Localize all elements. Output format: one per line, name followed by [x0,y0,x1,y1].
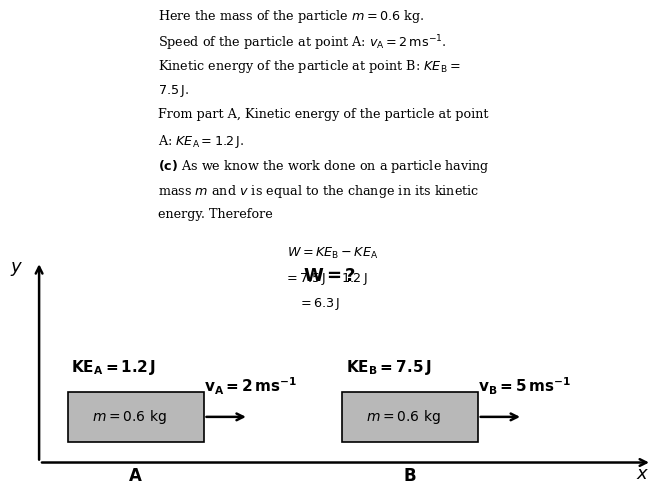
Text: Speed of the particle at point A: $v_{\mathrm{A}} = 2\,\mathrm{ms}^{-1}$.: Speed of the particle at point A: $v_{\m… [158,33,446,53]
Bar [68,392,203,442]
Text: Here the mass of the particle $m = 0.6$ kg.: Here the mass of the particle $m = 0.6$ … [158,8,424,25]
Text: $= 7.5\,\mathrm{J} - 1.2\,\mathrm{J}$: $= 7.5\,\mathrm{J} - 1.2\,\mathrm{J}$ [284,271,368,287]
Text: $\mathbf{KE_B = 7.5\,J}$: $\mathbf{KE_B = 7.5\,J}$ [346,358,431,377]
Text: $\mathbf{v_A = 2\,ms^{-1}}$: $\mathbf{v_A = 2\,ms^{-1}}$ [203,375,297,397]
Text: From part A, Kinetic energy of the particle at point: From part A, Kinetic energy of the parti… [158,108,488,122]
Text: $y$: $y$ [10,260,23,278]
Text: energy. Therefore: energy. Therefore [158,208,273,222]
Text: A: $KE_{\mathrm{A}} = 1.2\,\mathrm{J}$.: A: $KE_{\mathrm{A}} = 1.2\,\mathrm{J}$. [158,133,244,150]
Text: $\mathbf{KE_A = 1.2\,J}$: $\mathbf{KE_A = 1.2\,J}$ [71,358,156,377]
Text: $\mathbf{v_B = 5\,ms^{-1}}$: $\mathbf{v_B = 5\,ms^{-1}}$ [477,375,571,397]
Bar [342,392,477,442]
Text: $\mathbf{(c)}$ As we know the work done on a particle having: $\mathbf{(c)}$ As we know the work done … [158,158,489,175]
Text: $= 6.3\,\mathrm{J}$: $= 6.3\,\mathrm{J}$ [298,296,340,312]
Text: $m = 0.6$ kg: $m = 0.6$ kg [366,408,440,426]
Text: $m = 0.6$ kg: $m = 0.6$ kg [92,408,166,426]
Text: $\mathbf{W = ?}$: $\mathbf{W = ?}$ [303,267,356,285]
Text: Kinetic energy of the particle at point B: $KE_{\mathrm{B}} =$: Kinetic energy of the particle at point … [158,58,460,75]
Text: $x$: $x$ [636,466,649,484]
Text: $\mathbf{B}$: $\mathbf{B}$ [403,467,417,485]
Text: mass $m$ and $v$ is equal to the change in its kinetic: mass $m$ and $v$ is equal to the change … [158,183,479,200]
Text: $W = KE_{\mathrm{B}} - KE_{\mathrm{A}}$: $W = KE_{\mathrm{B}} - KE_{\mathrm{A}}$ [287,246,378,261]
Text: $\mathbf{A}$: $\mathbf{A}$ [128,467,143,485]
Text: $7.5\,\mathrm{J}$.: $7.5\,\mathrm{J}$. [158,83,189,99]
